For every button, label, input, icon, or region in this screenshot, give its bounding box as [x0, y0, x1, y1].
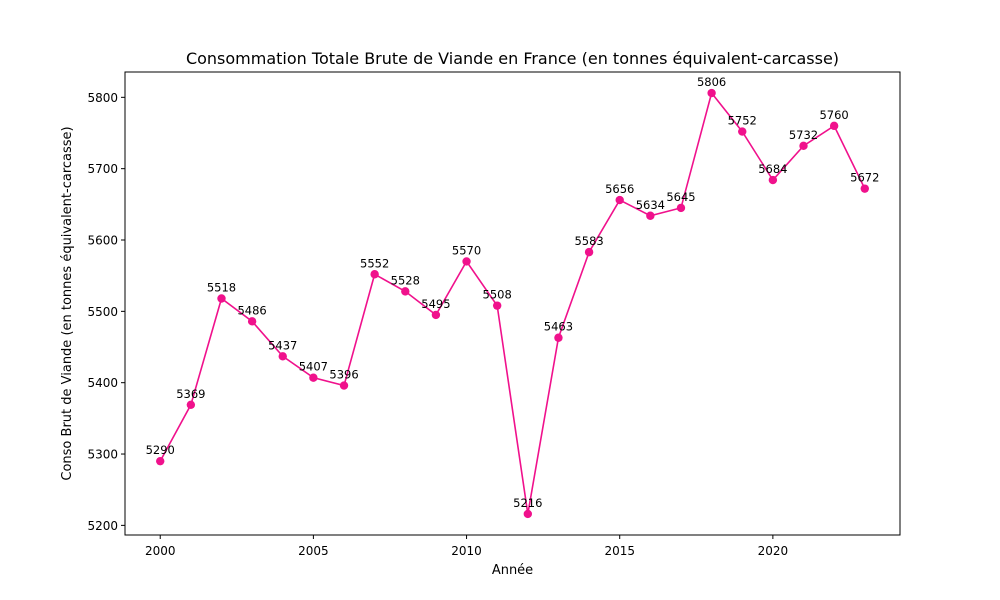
data-label: 5407	[299, 360, 328, 374]
data-point	[462, 257, 471, 266]
data-label: 5656	[605, 182, 634, 196]
data-point	[370, 270, 379, 279]
data-point	[217, 294, 226, 303]
data-point	[584, 247, 594, 257]
x-tick-label: 2020	[758, 544, 789, 558]
data-label: 5216	[513, 496, 542, 510]
data-point	[431, 310, 441, 320]
data-point	[860, 184, 869, 193]
y-axis: 5200 5300 5400 5500 5600 5700 5800	[87, 91, 125, 533]
data-point	[646, 211, 655, 220]
data-label: 5528	[391, 273, 420, 287]
y-tick-label: 5400	[87, 376, 118, 390]
y-tick-label: 5200	[87, 519, 118, 533]
data-label: 5396	[329, 368, 358, 382]
data-point	[799, 141, 808, 151]
data-label: 5752	[728, 114, 757, 128]
data-label: 5645	[666, 190, 695, 204]
data-label: 5508	[483, 288, 512, 302]
data-point	[278, 352, 287, 361]
x-axis: 2000 2005 2010 2015 2020	[145, 535, 788, 558]
data-label: 5518	[207, 281, 236, 295]
data-label: 5806	[697, 75, 726, 89]
chart-title: Consommation Totale Brute de Viande en F…	[186, 49, 839, 68]
data-label: 5437	[268, 338, 297, 352]
data-label: 5290	[146, 443, 175, 457]
x-tick-label: 2010	[451, 544, 482, 558]
data-point	[156, 456, 165, 466]
data-point	[707, 88, 716, 98]
data-label: 5486	[237, 303, 266, 317]
data-label: 5552	[360, 256, 389, 270]
data-point	[401, 287, 410, 296]
x-tick-label: 2015	[604, 544, 635, 558]
data-point	[309, 373, 318, 382]
data-label: 5463	[544, 320, 573, 334]
series-line	[159, 91, 866, 515]
data-point	[738, 127, 747, 136]
data-label: 5369	[176, 387, 205, 401]
data-label: 5583	[574, 234, 603, 248]
data-label: 5570	[452, 243, 481, 257]
y-tick-label: 5800	[87, 91, 118, 105]
y-tick-label: 5500	[87, 305, 118, 319]
data-point	[768, 175, 778, 185]
y-tick-label: 5700	[87, 162, 118, 176]
data-label: 5684	[758, 162, 787, 176]
data-label: 5495	[421, 297, 450, 311]
plot-frame	[124, 71, 901, 536]
data-point	[615, 195, 624, 205]
y-tick-label: 5300	[87, 448, 118, 462]
y-tick-label: 5600	[87, 234, 118, 248]
data-point	[523, 509, 533, 519]
y-axis-label: Conso Brut de Viande (en tonnes équivale…	[60, 126, 75, 480]
data-label: 5760	[819, 108, 848, 122]
data-point	[247, 317, 257, 326]
data-point	[676, 203, 686, 213]
x-tick-label: 2005	[298, 544, 329, 558]
data-point	[554, 333, 563, 342]
data-point	[186, 400, 196, 410]
x-tick-label: 2000	[145, 544, 176, 558]
data-point	[339, 381, 349, 390]
data-point	[492, 301, 502, 310]
x-axis-label: Année	[492, 563, 533, 578]
data-label: 5672	[850, 171, 879, 185]
data-label: 5732	[789, 128, 818, 142]
data-point	[829, 121, 839, 131]
data-label: 5634	[636, 198, 665, 212]
